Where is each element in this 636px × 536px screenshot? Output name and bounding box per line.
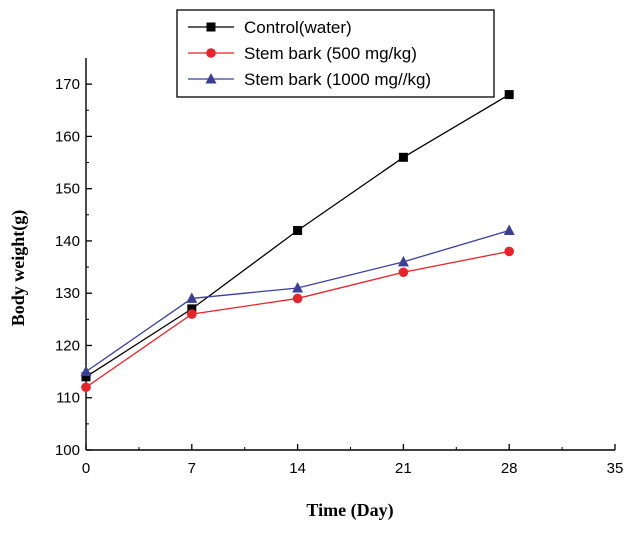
- legend-label: Stem bark (500 mg/kg): [244, 44, 417, 63]
- legend: Control(water) Stem bark (500 mg/kg) Stem …: [176, 9, 495, 98]
- legend-entry-1: Control(water): [188, 18, 352, 37]
- y-tick-label: 120: [55, 337, 80, 354]
- y-tick-label: 140: [55, 233, 80, 250]
- data-point: [293, 225, 303, 235]
- data-point: [81, 382, 91, 393]
- series-line: [85, 94, 510, 378]
- legend-marker: [205, 73, 217, 84]
- legend-label: Stem bark (1000 mg//kg): [244, 70, 431, 89]
- x-tick-label: 35: [607, 460, 624, 477]
- data-point: [186, 292, 198, 303]
- data-point: [187, 309, 197, 319]
- legend-entry-2: Stem bark (500 mg/kg): [188, 44, 417, 63]
- x-tick-label: 0: [82, 460, 90, 477]
- data-point: [187, 304, 197, 314]
- x-tick-label: 14: [289, 460, 306, 477]
- y-tick-label: 150: [55, 181, 80, 198]
- y-tick-label: 160: [55, 128, 80, 145]
- series-3: [80, 224, 515, 377]
- y-axis-title: Body weight(g): [8, 210, 29, 327]
- y-tick-label: 100: [55, 442, 80, 459]
- data-point: [504, 90, 514, 100]
- legend-box: [176, 9, 495, 98]
- data-point: [504, 246, 514, 257]
- x-tick-label: 21: [395, 460, 412, 477]
- x-axis-title: Time (Day): [306, 500, 393, 521]
- series-1: [81, 90, 514, 382]
- legend-marker: [206, 48, 216, 58]
- legend-marker: [206, 22, 216, 32]
- legend-entry-3: Stem bark (1000 mg//kg): [188, 70, 431, 89]
- data-point: [81, 372, 91, 382]
- y-tick-label: 110: [56, 390, 80, 407]
- data-point: [503, 224, 515, 235]
- data-point: [80, 365, 92, 377]
- series-layer: [80, 90, 515, 393]
- x-tick-label: 7: [188, 460, 196, 477]
- data-point: [292, 293, 303, 304]
- axes: 100 110 120 130 140 150 160 170 0 7 14 21 28 35: [55, 58, 623, 477]
- data-point: [398, 267, 409, 278]
- series-line: [85, 250, 510, 388]
- y-tick-label: 170: [55, 76, 80, 93]
- data-point: [292, 281, 304, 293]
- legend-label: Control(water): [244, 18, 352, 37]
- series-2: [81, 246, 514, 393]
- x-tick-label: 28: [501, 460, 518, 477]
- data-point: [398, 152, 408, 162]
- data-point: [397, 255, 409, 267]
- y-tick-label: 130: [55, 285, 80, 302]
